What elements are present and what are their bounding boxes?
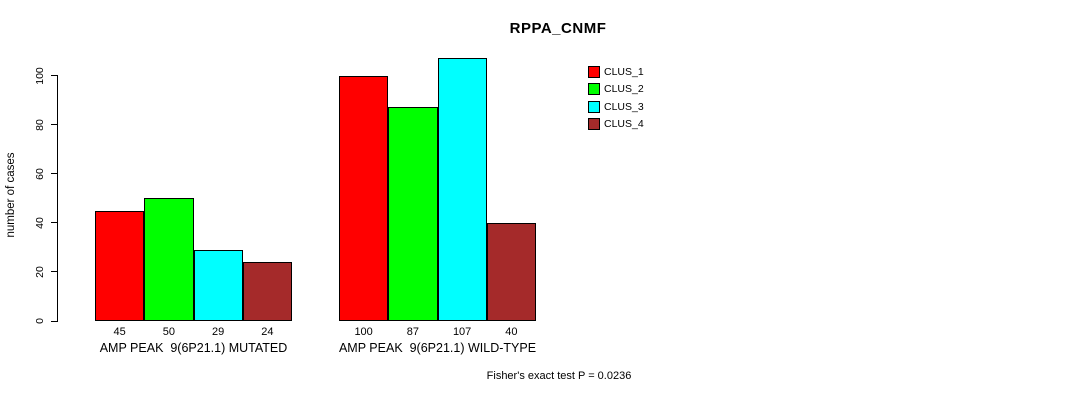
bar-value-label: 40 [505, 326, 518, 338]
y-tick-label: 80 [34, 118, 46, 131]
bar-value-label: 100 [354, 326, 373, 338]
bar-value-label: 87 [406, 326, 419, 338]
bar-clus_2-group1 [144, 198, 194, 321]
y-axis-spine [57, 75, 58, 321]
y-tick-mark [51, 320, 58, 322]
bar-value-label: 107 [452, 326, 472, 338]
bar-clus_1-group1 [95, 210, 145, 321]
bar-value-label: 29 [212, 326, 225, 338]
legend-label-clus_2: CLUS_2 [604, 83, 644, 96]
bar-value-label: 24 [261, 326, 274, 338]
legend-label-clus_4: CLUS_4 [604, 117, 644, 130]
chart-title: RPPA_CNMF [509, 20, 607, 37]
y-tick-mark [51, 124, 58, 126]
bar-value-label: 45 [113, 326, 126, 338]
bar-clus_3-group1 [193, 249, 243, 321]
y-tick-label: 100 [34, 66, 46, 85]
bar-clus_4-group1 [242, 262, 292, 321]
fisher-test-annotation: Fisher's exact test P = 0.0236 [486, 370, 632, 382]
legend-swatch-clus_3 [588, 100, 600, 113]
y-tick-mark [51, 173, 58, 175]
legend-label-clus_3: CLUS_3 [604, 100, 644, 113]
y-tick-mark [51, 75, 58, 76]
bar-clus_4-group2 [486, 222, 536, 321]
legend-swatch-clus_4 [588, 117, 600, 130]
bar-clus_3-group2 [437, 58, 487, 321]
y-tick-label: 0 [34, 318, 46, 324]
y-axis-label: number of cases [5, 152, 17, 238]
legend-label-clus_1: CLUS_1 [604, 66, 644, 78]
y-tick-mark [51, 271, 58, 273]
bar-value-label: 50 [162, 326, 175, 338]
y-tick-mark [51, 222, 58, 224]
bar-clus_2-group2 [388, 107, 438, 321]
legend-swatch-clus_1 [588, 66, 600, 78]
x-group-label: AMP PEAK 9(6P21.1) MUTATED [99, 341, 288, 355]
legend-swatch-clus_2 [588, 83, 600, 96]
y-tick-label: 40 [34, 216, 46, 229]
x-group-label: AMP PEAK 9(6P21.1) WILD-TYPE [338, 341, 537, 355]
bar-clus_1-group2 [339, 75, 389, 321]
y-tick-label: 60 [34, 167, 46, 180]
y-tick-label: 20 [34, 266, 46, 278]
